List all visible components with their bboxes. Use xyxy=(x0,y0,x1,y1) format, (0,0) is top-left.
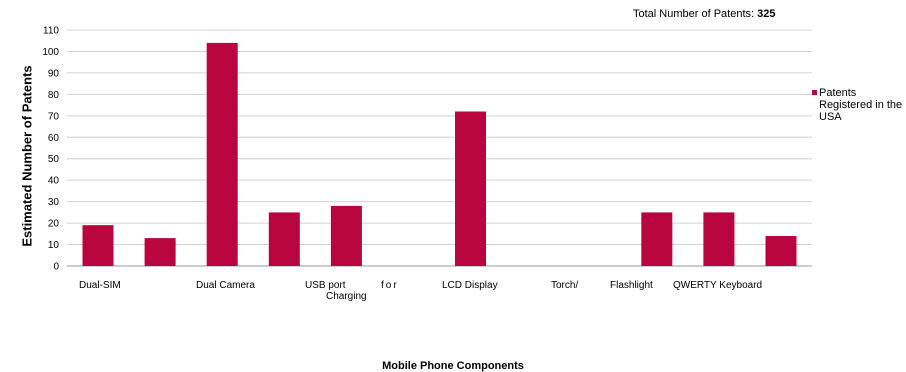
category-label-dual-sim: Dual-SIM xyxy=(79,280,121,291)
y-tick-labels: 0 10 20 30 40 50 60 70 80 90 100 110 xyxy=(42,26,59,273)
category-label-lcd-display: LCD Display xyxy=(442,280,498,291)
bar xyxy=(641,212,673,266)
y-tick-label: 10 xyxy=(48,240,60,251)
y-tick-label: 20 xyxy=(48,219,60,230)
y-tick-label: 70 xyxy=(48,111,60,122)
total-text: Total Number of Patents: xyxy=(633,8,758,20)
bar xyxy=(268,212,300,266)
total-value: 325 xyxy=(757,8,776,20)
y-tick-label: 50 xyxy=(48,154,60,165)
y-tick-label: 30 xyxy=(48,197,60,208)
bar xyxy=(206,42,238,267)
grid-lines xyxy=(67,29,812,267)
y-tick-label: 100 xyxy=(42,47,59,58)
y-tick-label: 60 xyxy=(48,133,60,144)
category-label-for: for xyxy=(381,280,399,291)
category-label-torch: Torch/ xyxy=(551,280,579,291)
category-label-qwerty-keyboard: QWERTY Keyboard xyxy=(673,280,763,291)
bar xyxy=(82,225,114,266)
bar xyxy=(703,212,735,266)
bar xyxy=(144,238,176,266)
bars xyxy=(82,42,797,267)
bar xyxy=(765,236,797,266)
y-tick-label: 40 xyxy=(48,176,60,187)
y-tick-label: 90 xyxy=(48,68,60,79)
total-patents-label: Total Number of Patents: 325 xyxy=(633,8,775,20)
x-axis-title: Mobile Phone Components xyxy=(382,360,524,372)
category-label-charging: Charging xyxy=(326,291,367,302)
bar xyxy=(330,205,362,266)
bar xyxy=(455,111,486,266)
legend-label: Patents Registered in the USA xyxy=(819,87,903,123)
y-tick-label: 80 xyxy=(48,90,60,101)
y-axis-title: Estimated Number of Patents xyxy=(19,65,35,247)
category-label-usb-port: USB port xyxy=(305,280,346,291)
legend: Patents Registered in the USA xyxy=(812,87,906,123)
legend-swatch xyxy=(812,90,817,95)
y-tick-label: 110 xyxy=(43,26,59,37)
category-label-dual-camera: Dual Camera xyxy=(196,280,255,291)
y-tick-label: 0 xyxy=(53,262,59,273)
category-label-flashlight: Flashlight xyxy=(610,280,653,291)
